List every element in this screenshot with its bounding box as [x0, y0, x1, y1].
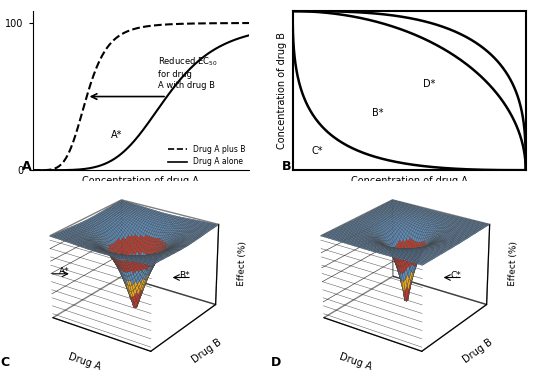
Y-axis label: Drug B: Drug B [190, 337, 223, 365]
X-axis label: Concentration of drug A: Concentration of drug A [351, 176, 468, 186]
Text: C*: C* [311, 146, 323, 156]
Text: D*: D* [423, 80, 436, 90]
Text: B*: B* [372, 108, 383, 118]
Legend: Drug A plus B, Drug A alone: Drug A plus B, Drug A alone [168, 145, 246, 166]
X-axis label: Drug A: Drug A [67, 352, 102, 370]
X-axis label: Drug A: Drug A [338, 352, 373, 370]
Text: A*: A* [59, 267, 69, 276]
Text: C*: C* [450, 270, 461, 279]
Y-axis label: Concentration of drug B: Concentration of drug B [277, 32, 287, 149]
Text: B*: B* [179, 270, 190, 279]
Text: B: B [282, 160, 292, 173]
Text: Reduced EC$_{50}$
for drug
A with drug B: Reduced EC$_{50}$ for drug A with drug B [158, 55, 218, 90]
Text: C: C [0, 356, 9, 369]
Text: A: A [22, 160, 31, 173]
Y-axis label: Drug B: Drug B [461, 337, 494, 365]
Text: A*: A* [111, 130, 122, 140]
Text: D: D [271, 356, 281, 369]
X-axis label: Concentration of drug A: Concentration of drug A [82, 176, 199, 186]
